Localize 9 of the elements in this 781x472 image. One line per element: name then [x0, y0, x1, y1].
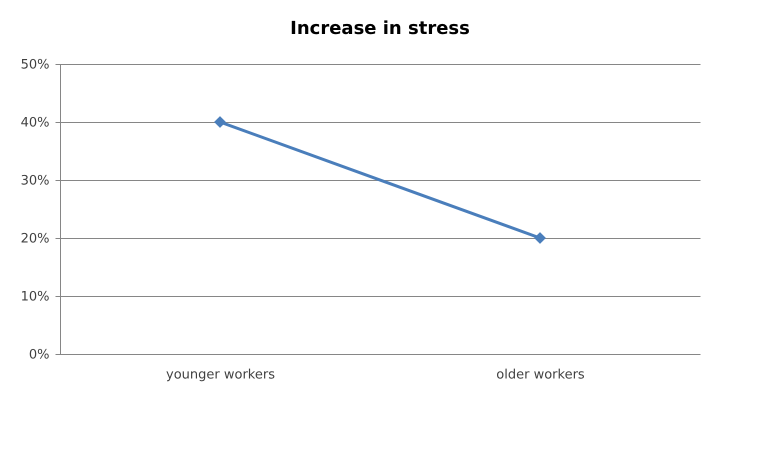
chart-title: Increase in stress [290, 18, 470, 39]
x-tick-label: younger workers [166, 368, 276, 382]
y-tick-label: 50% [20, 58, 50, 72]
y-tick-label: 10% [20, 290, 50, 304]
y-tick-label: 40% [20, 116, 50, 130]
x-tick-label: older workers [496, 368, 585, 382]
y-tick-label: 20% [20, 232, 50, 246]
y-tick-label: 0% [28, 348, 50, 362]
y-tick-label: 30% [20, 174, 50, 188]
